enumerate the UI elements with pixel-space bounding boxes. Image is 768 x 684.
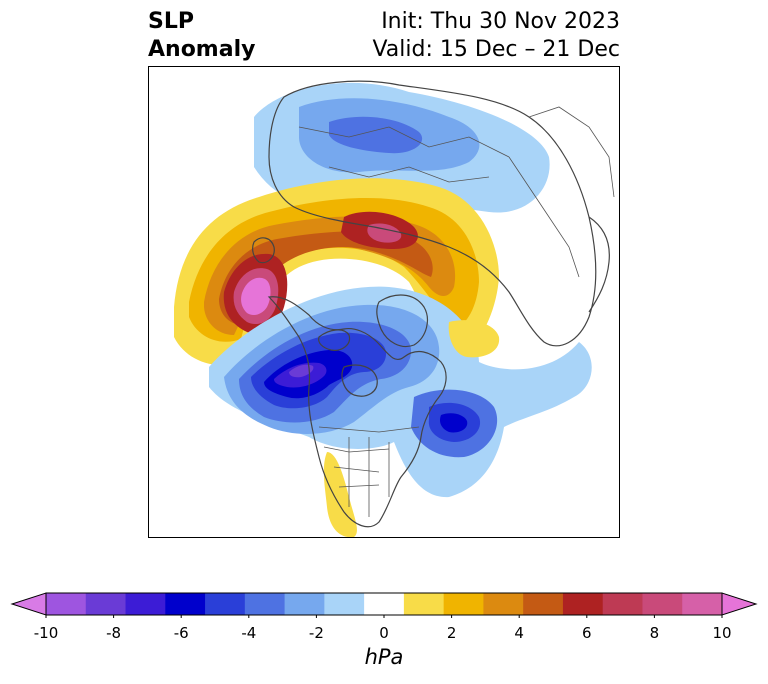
colorbar — [10, 592, 758, 618]
anomaly-map — [148, 66, 620, 538]
positive-ridge-band-4 — [219, 231, 433, 325]
colorbar-segment — [403, 593, 445, 615]
negative-trough-7 — [289, 364, 314, 378]
colorbar-segment — [46, 593, 87, 615]
colorbar-tick-label: 10 — [712, 624, 732, 642]
colorbar-segment — [324, 593, 365, 615]
positive-us-southwest — [323, 452, 357, 537]
europe-coast — [588, 216, 610, 313]
chart-title: SLP Anomaly — [148, 8, 255, 64]
colorbar-tick-label: 2 — [446, 624, 457, 642]
colorbar-extend-max — [721, 592, 758, 616]
colorbar-tick-label: 6 — [582, 624, 592, 642]
negative-anomaly-arctic-inner — [329, 116, 423, 154]
colorbar-tick-label: -10 — [33, 624, 59, 642]
positive-ridge-core-siberia-2 — [367, 223, 402, 243]
init-date: Init: Thu 30 Nov 2023 — [381, 9, 620, 34]
greenland-coast — [376, 294, 428, 348]
colorbar-segment — [284, 593, 325, 615]
valid-range: Valid: 15 Dec – 21 Dec — [372, 37, 620, 62]
colorbar-segment — [602, 593, 643, 615]
colorbar-segment — [483, 593, 524, 615]
negative-atlantic-3 — [439, 413, 468, 433]
colorbar-tick-label: -2 — [308, 624, 324, 642]
border-lines-7 — [528, 106, 615, 198]
title-line-2: Anomaly — [148, 37, 256, 62]
colorbar-segment — [205, 593, 246, 615]
colorbar-tick-label: -4 — [241, 624, 257, 642]
border-lines-1 — [298, 126, 510, 158]
colorbar-tick-label: 8 — [649, 624, 660, 642]
border-lines-2 — [328, 166, 490, 183]
positive-ridge-core-pacific-3 — [241, 277, 271, 315]
border-lines-4 — [318, 426, 420, 433]
colorbar-segment — [85, 593, 127, 615]
colorbar-extend-min — [10, 592, 47, 616]
colorbar-segment — [364, 593, 405, 615]
north-america-coast — [267, 296, 447, 528]
colorbar-segment — [443, 593, 484, 615]
colorbar-segment — [165, 593, 206, 615]
kamchatka-coast — [252, 237, 275, 264]
hudson-bay — [341, 364, 378, 397]
colorbar-tick-label: 0 — [379, 624, 389, 642]
colorbar-segment — [125, 593, 166, 615]
colorbar-tick-label: -8 — [106, 624, 122, 642]
colorbar-segment — [244, 593, 286, 615]
colorbar-tick-label: -6 — [173, 624, 189, 642]
colorbar-segment — [642, 593, 683, 615]
anomaly-contours — [174, 82, 592, 537]
eurasia-coast — [268, 80, 597, 347]
title-line-1: SLP — [148, 9, 194, 34]
border-lines-3 — [508, 156, 580, 278]
init-valid-info: Init: Thu 30 Nov 2023 Valid: 15 Dec – 21… — [372, 8, 620, 64]
colorbar-segment — [682, 593, 723, 615]
colorbar-unit-label: hPa — [364, 645, 404, 669]
border-lines-6 — [348, 437, 390, 517]
country-borders — [298, 106, 615, 517]
arctic-islands — [318, 329, 351, 351]
coastlines — [252, 80, 610, 528]
anomaly-map-svg — [174, 80, 615, 537]
positive-atlantic-small — [448, 320, 500, 358]
colorbar-tick-label: 4 — [514, 624, 524, 642]
colorbar-segment — [562, 593, 604, 615]
colorbar-segment — [523, 593, 564, 615]
